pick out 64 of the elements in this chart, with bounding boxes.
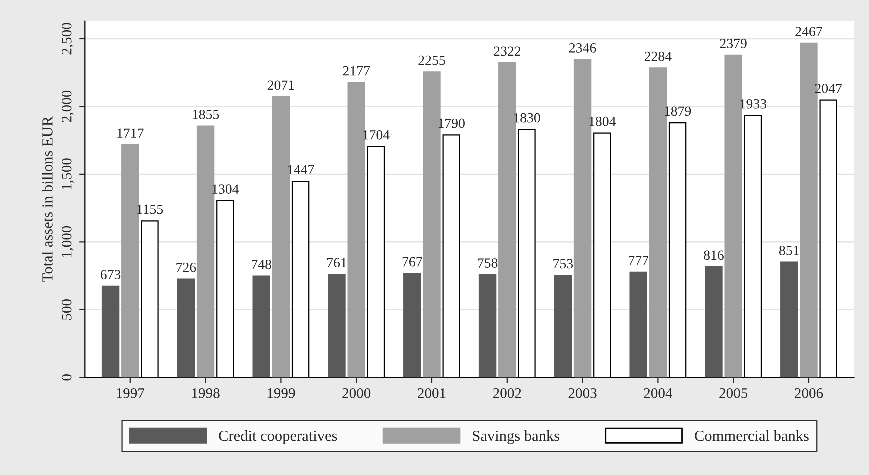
x-tick-label: 1998 bbox=[192, 388, 220, 398]
bar bbox=[478, 274, 497, 378]
data-label: 1830 bbox=[514, 113, 540, 123]
bar bbox=[177, 278, 196, 378]
data-label: 2177 bbox=[343, 66, 370, 76]
data-label: 2346 bbox=[570, 44, 596, 53]
bar bbox=[705, 266, 723, 378]
data-label: 1155 bbox=[138, 204, 164, 214]
x-tick-label: 1999 bbox=[268, 388, 296, 398]
data-label: 1304 bbox=[212, 184, 240, 194]
data-label: 1717 bbox=[118, 128, 144, 138]
y-tick-label: 1,500 bbox=[62, 158, 74, 190]
bar bbox=[102, 286, 120, 378]
bar bbox=[423, 72, 441, 378]
x-tick-label: 2005 bbox=[720, 388, 748, 398]
bar bbox=[404, 273, 422, 378]
data-label: 673 bbox=[100, 270, 121, 280]
y-axis-title: Total assets in billons EUR bbox=[42, 116, 53, 282]
x-tick-label: 2002 bbox=[493, 388, 522, 398]
data-label: 1704 bbox=[364, 130, 390, 140]
data-label: 1790 bbox=[438, 118, 465, 128]
data-label: 1855 bbox=[193, 110, 220, 120]
bar bbox=[252, 276, 270, 378]
y-tick-label: 2,000 bbox=[62, 90, 74, 122]
bar bbox=[780, 262, 798, 378]
data-label: 851 bbox=[779, 246, 799, 256]
data-label: 761 bbox=[327, 258, 347, 268]
data-label: 748 bbox=[252, 260, 272, 270]
bar bbox=[348, 82, 366, 378]
data-label: 816 bbox=[704, 250, 724, 260]
x-tick-label: 2006 bbox=[795, 388, 824, 398]
data-label: 2255 bbox=[418, 56, 446, 66]
x-tick-label: 1997 bbox=[117, 388, 145, 398]
y-tick-label: 2,500 bbox=[62, 23, 74, 55]
data-label: 2467 bbox=[796, 27, 822, 36]
bar bbox=[630, 272, 648, 378]
data-label: 1933 bbox=[740, 99, 767, 109]
x-tick-label: 2001 bbox=[418, 388, 446, 398]
x-tick-label: 2004 bbox=[644, 388, 673, 398]
y-tick-label: 1,000 bbox=[62, 226, 74, 258]
data-label: 1447 bbox=[288, 165, 314, 174]
data-label: 2071 bbox=[268, 80, 294, 90]
data-label: 2379 bbox=[720, 39, 747, 48]
data-label: 2047 bbox=[815, 84, 842, 94]
bar bbox=[554, 275, 572, 378]
y-tick-label: 0 bbox=[62, 374, 72, 381]
data-label: 2284 bbox=[644, 52, 672, 62]
data-label: 767 bbox=[402, 257, 422, 267]
data-label: 758 bbox=[478, 258, 498, 268]
bar bbox=[724, 54, 742, 378]
data-label: 777 bbox=[629, 256, 649, 266]
legend-label: Savings banks bbox=[473, 430, 560, 444]
bar bbox=[328, 274, 346, 378]
data-label: 726 bbox=[176, 262, 196, 272]
legend-label: Commercial banks bbox=[695, 430, 809, 442]
data-label: 753 bbox=[554, 259, 574, 269]
y-tick-label: 500 bbox=[62, 300, 72, 320]
x-tick-label: 2000 bbox=[342, 388, 371, 398]
bar bbox=[122, 144, 140, 378]
legend-label: Credit cooperatives bbox=[219, 430, 338, 444]
data-label: 1804 bbox=[590, 116, 616, 126]
x-tick-label: 2003 bbox=[568, 388, 597, 398]
data-label: 1879 bbox=[665, 106, 692, 116]
data-label: 2322 bbox=[494, 46, 521, 56]
